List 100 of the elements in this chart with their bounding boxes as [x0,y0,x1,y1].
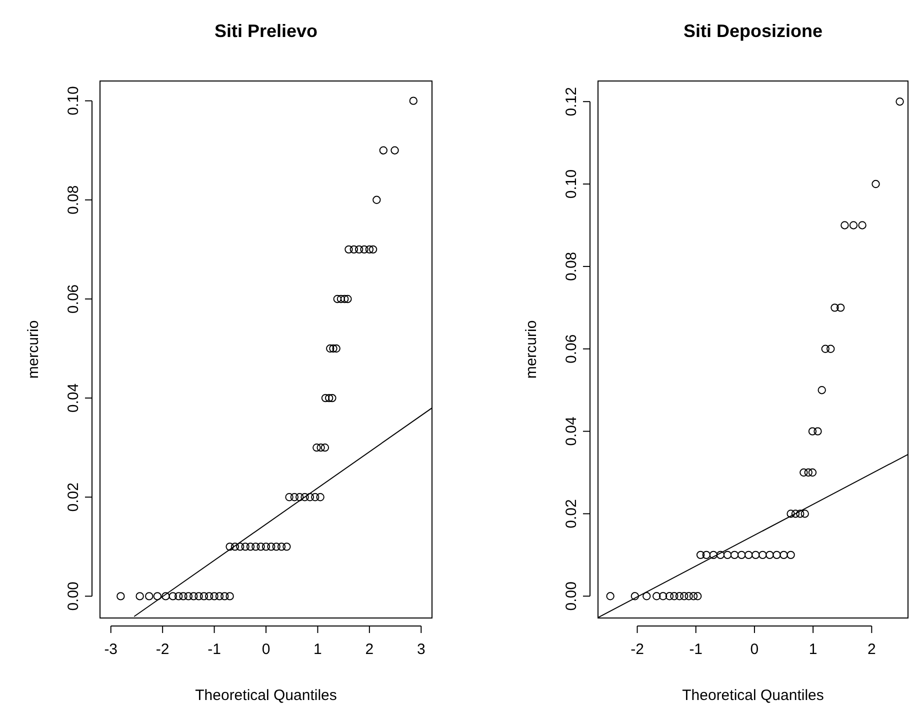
point [821,344,830,353]
y-tick-label: 0.10 [65,86,82,116]
point [226,542,234,551]
point [277,542,286,551]
point [379,146,388,154]
point [136,592,144,600]
point [730,550,739,560]
point [786,550,795,560]
y-axis-title: mercurio [25,320,42,379]
point [791,510,800,518]
point [766,550,774,560]
point [818,386,826,394]
point [328,394,336,402]
x-tick-label: 0 [750,641,759,658]
x-tick-label: -1 [208,641,221,658]
point [306,493,314,502]
point [709,550,718,560]
point [808,427,817,436]
point [290,493,299,502]
point [215,592,224,600]
x-tick-label: -2 [630,641,644,658]
point [241,542,250,551]
x-tick-label: -3 [104,641,118,658]
point [333,294,342,304]
point [145,592,154,600]
point [194,592,203,600]
point [360,245,368,254]
point [168,592,178,600]
point [230,542,240,551]
x-tick-label: 2 [365,641,374,658]
point [826,344,835,353]
x-tick-label: 1 [808,641,818,658]
point [153,592,162,600]
point [320,443,330,452]
point [830,304,839,312]
point [665,592,674,600]
point [689,592,698,600]
point [226,592,234,600]
x-axis-title: Theoretical Quantiles [195,687,337,704]
point [758,550,767,560]
point [252,542,260,551]
point [220,592,229,600]
point [344,294,352,304]
point [675,592,684,600]
point [372,196,381,204]
point [300,493,309,502]
x-tick-label: -1 [689,641,703,658]
point [365,245,374,254]
point [272,542,280,551]
point [716,550,725,560]
point [326,344,334,353]
point [210,592,218,600]
x-tick-label: 0 [262,641,270,658]
point [329,344,338,353]
point [840,221,849,230]
point [800,468,808,477]
point [205,592,214,600]
point [642,592,651,600]
point [409,96,418,105]
point [670,592,678,600]
point [702,550,711,560]
point [332,344,340,353]
point [340,294,349,304]
point [796,510,804,518]
x-tick-label: 3 [416,641,426,658]
point [296,493,304,502]
y-axis-title: mercurio [523,320,540,379]
y-tick-label: 0.08 [65,185,82,214]
point [800,510,809,518]
chart-title: Siti Prelievo [214,21,318,41]
x-tick-label: 1 [314,641,322,658]
y-tick-label: 0.04 [65,383,82,413]
point [174,592,183,600]
chart-title: Siti Deposizione [683,21,823,41]
point [190,592,198,600]
point [267,542,276,551]
y-tick-label: 0.02 [563,499,580,528]
point [312,443,321,452]
point [344,245,353,254]
y-tick-label: 0.00 [563,582,580,611]
point [200,592,208,600]
point [752,550,760,560]
y-tick-label: 0.08 [563,252,580,282]
y-tick-label: 0.00 [65,582,82,611]
point [786,510,795,518]
point [282,542,291,551]
point [684,592,693,600]
point [780,550,788,560]
point [630,592,640,600]
point [311,493,320,502]
point [652,592,661,600]
point [256,542,265,551]
point [262,542,270,551]
x-axis-title: Theoretical Quantiles [682,687,824,704]
point [744,550,753,560]
x-tick-label: 2 [867,641,876,658]
point [896,98,904,106]
point [179,592,188,600]
point [680,592,688,600]
point [606,592,614,600]
